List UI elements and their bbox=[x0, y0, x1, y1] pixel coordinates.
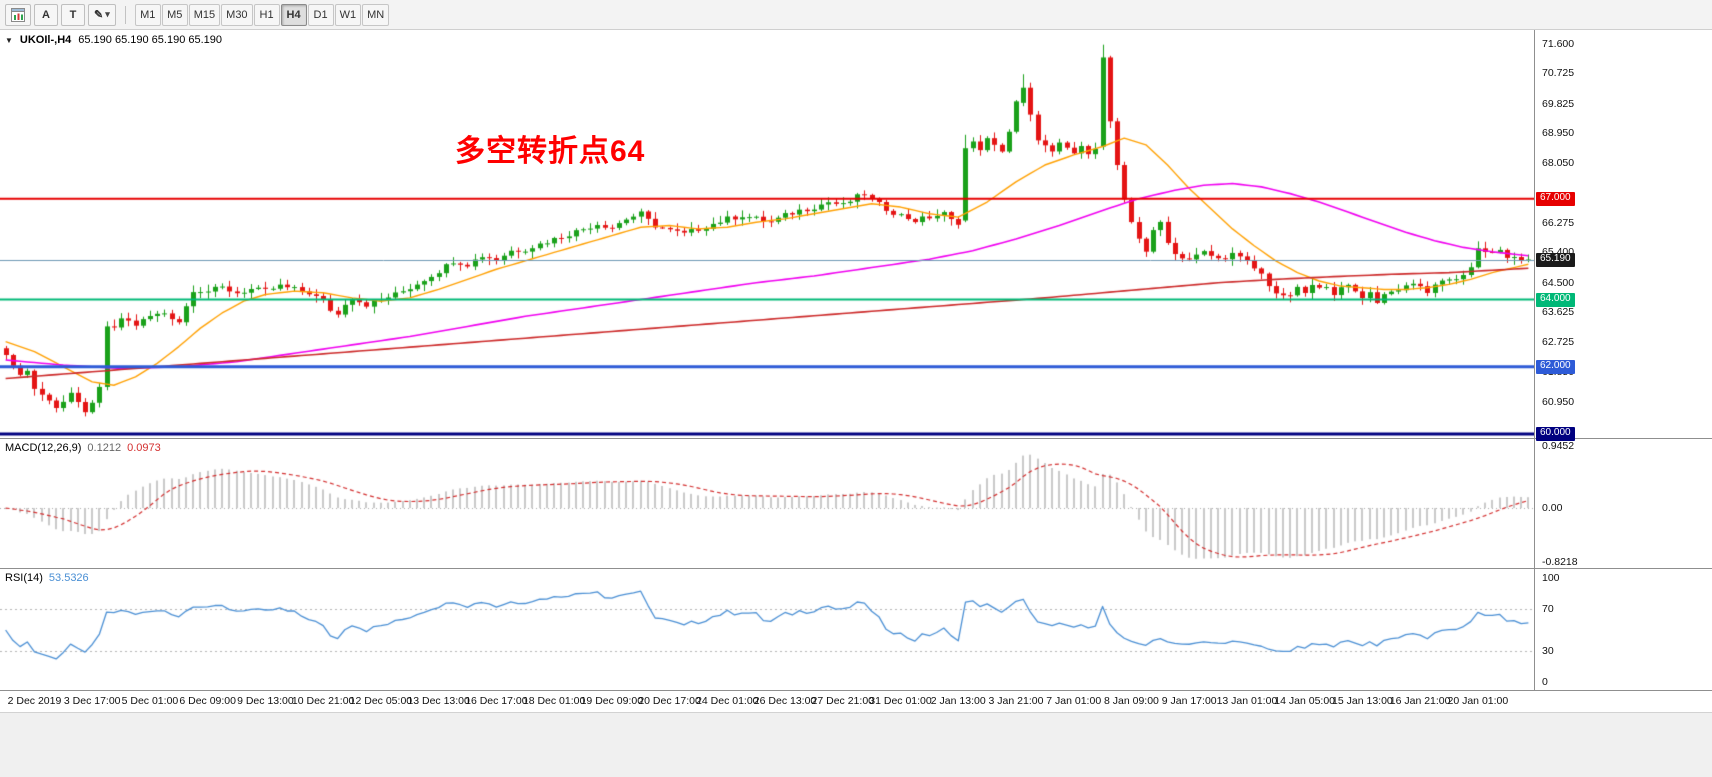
price-tick-label: 62.725 bbox=[1542, 336, 1575, 349]
price-tick-label: 64.500 bbox=[1542, 276, 1575, 289]
time-tick-label: 16 Dec 17:00 bbox=[465, 695, 528, 707]
time-tick-label: 9 Dec 13:00 bbox=[237, 695, 294, 707]
price-tick-label: 68.050 bbox=[1542, 157, 1575, 170]
window-footer bbox=[0, 712, 1712, 777]
time-tick-label: 3 Dec 17:00 bbox=[63, 695, 121, 707]
price-chart-canvas[interactable] bbox=[0, 30, 1534, 438]
cursor-tool-button[interactable]: A bbox=[34, 3, 58, 26]
timeframe-button-m1[interactable]: M1 bbox=[134, 3, 161, 26]
macd-name: MACD(12,26,9) bbox=[5, 442, 82, 454]
price-tick-label: 63.625 bbox=[1542, 306, 1575, 319]
price-badge-60.000: 60.000 bbox=[1536, 427, 1575, 441]
time-tick-label: 2 Dec 2019 bbox=[7, 695, 62, 707]
price-scale-column[interactable]: 71.60070.72569.82568.95068.05066.27565.4… bbox=[1535, 30, 1712, 712]
timeframe-button-m30[interactable]: M30 bbox=[221, 3, 253, 26]
toolbar: A T ✎ ▾ M1 M5 M15 M30 H1 H4 D1 W1 MN bbox=[0, 0, 1712, 30]
chart-annotation-text: 多空转折点64 bbox=[455, 135, 646, 168]
chart-window-glyph bbox=[11, 7, 25, 22]
text-tool-button[interactable]: T bbox=[61, 3, 85, 26]
panel-divider-macd-rsi[interactable] bbox=[0, 568, 1712, 569]
time-tick-label: 2 Jan 13:00 bbox=[930, 695, 986, 707]
price-badge-67.000: 67.000 bbox=[1536, 191, 1575, 206]
price-badge-64.000: 64.000 bbox=[1536, 292, 1575, 307]
timeframe-button-mn[interactable]: MN bbox=[362, 3, 390, 26]
rsi-panel: RSI(14) 53.5326 bbox=[0, 570, 1534, 690]
main-chart-panel: ▼ UKOIl-,H4 65.190 65.190 65.190 65.190 … bbox=[0, 30, 1534, 438]
macd-main-value: 0.1212 bbox=[87, 442, 122, 454]
time-tick-label: 13 Dec 13:00 bbox=[407, 695, 470, 707]
toolbar-separator bbox=[124, 5, 126, 24]
rsi-value: 53.5326 bbox=[48, 572, 89, 584]
time-tick-label: 16 Jan 21:00 bbox=[1389, 695, 1451, 707]
symbol-dropdown-icon[interactable]: ▼ bbox=[5, 35, 13, 45]
chevron-down-icon: ▾ bbox=[105, 9, 110, 19]
panel-divider-rsi-axis bbox=[0, 690, 1712, 691]
chart-title: ▼ UKOIl-,H4 65.190 65.190 65.190 65.190 bbox=[5, 34, 222, 46]
ohlc-quote-label: 65.190 65.190 65.190 65.190 bbox=[78, 34, 223, 46]
rsi-tick-label: 100 bbox=[1542, 572, 1560, 584]
time-tick-label: 18 Dec 01:00 bbox=[522, 695, 586, 707]
time-tick-label: 24 Dec 01:00 bbox=[696, 695, 759, 707]
chart-window-icon[interactable] bbox=[5, 3, 31, 26]
timeframe-button-h4[interactable]: H4 bbox=[280, 3, 307, 26]
price-scale-border bbox=[1534, 30, 1535, 690]
time-tick-label: 13 Jan 01:00 bbox=[1216, 695, 1278, 707]
timeframe-button-d1[interactable]: D1 bbox=[307, 3, 334, 26]
time-tick-label: 7 Jan 01:00 bbox=[1046, 695, 1102, 707]
time-tick-label: 27 Dec 21:00 bbox=[811, 695, 874, 707]
time-tick-label: 8 Jan 09:00 bbox=[1104, 695, 1159, 707]
price-tick-label: 60.950 bbox=[1542, 396, 1575, 409]
timeframe-button-h1[interactable]: H1 bbox=[253, 3, 280, 26]
price-tick-label: 66.275 bbox=[1542, 217, 1575, 230]
price-tick-label: 71.600 bbox=[1542, 38, 1575, 50]
price-badge-65.190: 65.190 bbox=[1536, 252, 1575, 267]
symbol-timeframe-label: UKOIl-,H4 bbox=[19, 34, 72, 46]
time-tick-label: 10 Dec 21:00 bbox=[291, 695, 355, 707]
time-tick-label: 20 Dec 17:00 bbox=[638, 695, 701, 707]
price-tick-label: 69.825 bbox=[1542, 97, 1575, 110]
macd-tick-label: -0.8218 bbox=[1542, 556, 1578, 568]
time-tick-label: 26 Dec 13:00 bbox=[753, 695, 817, 707]
macd-tick-label: 0.9452 bbox=[1542, 440, 1575, 452]
macd-signal-value: 0.0973 bbox=[127, 442, 161, 454]
time-tick-label: 12 Dec 05:00 bbox=[349, 695, 413, 707]
macd-canvas[interactable] bbox=[0, 440, 1534, 568]
timeframe-button-m15[interactable]: M15 bbox=[188, 3, 221, 26]
macd-panel: MACD(12,26,9) 0.1212 0.0973 bbox=[0, 440, 1534, 568]
time-tick-label: 31 Dec 01:00 bbox=[869, 695, 932, 707]
rsi-label: RSI(14) 53.5326 bbox=[5, 572, 89, 584]
time-axis[interactable]: 2 Dec 2019 3 Dec 17:00 5 Dec 01:00 6 Dec 09… bbox=[0, 690, 1534, 712]
time-tick-label: 14 Jan 05:00 bbox=[1274, 695, 1336, 707]
draw-tool-button[interactable]: ✎ ▾ bbox=[88, 3, 116, 26]
time-tick-label: 3 Jan 21:00 bbox=[988, 695, 1044, 707]
panel-divider-main-macd[interactable] bbox=[0, 438, 1712, 439]
time-tick-label: 20 Jan 01:00 bbox=[1447, 695, 1509, 707]
time-tick-label: 6 Dec 09:00 bbox=[179, 695, 236, 707]
timeframe-button-w1[interactable]: W1 bbox=[334, 3, 362, 26]
rsi-tick-label: 0 bbox=[1542, 676, 1548, 688]
time-tick-label: 5 Dec 01:00 bbox=[121, 695, 179, 707]
time-tick-label: 9 Jan 17:00 bbox=[1161, 695, 1217, 707]
rsi-name: RSI(14) bbox=[5, 572, 43, 584]
pencil-icon: ✎ bbox=[94, 9, 104, 21]
price-tick-label: 70.725 bbox=[1542, 67, 1575, 80]
macd-tick-label: 0.00 bbox=[1542, 502, 1563, 515]
price-tick-label: 68.950 bbox=[1542, 127, 1575, 140]
rsi-tick-label: 30 bbox=[1542, 644, 1554, 657]
timeframe-button-group: M1 M5 M15 M30 H1 H4 D1 W1 MN bbox=[134, 3, 390, 26]
timeframe-button-m5[interactable]: M5 bbox=[161, 3, 188, 26]
rsi-canvas[interactable] bbox=[0, 570, 1534, 690]
rsi-tick-label: 70 bbox=[1542, 603, 1554, 616]
time-tick-label: 19 Dec 09:00 bbox=[580, 695, 644, 707]
time-tick-label: 15 Jan 13:00 bbox=[1332, 695, 1393, 707]
macd-label: MACD(12,26,9) 0.1212 0.0973 bbox=[5, 442, 161, 454]
price-badge-62.000: 62.000 bbox=[1536, 359, 1575, 374]
